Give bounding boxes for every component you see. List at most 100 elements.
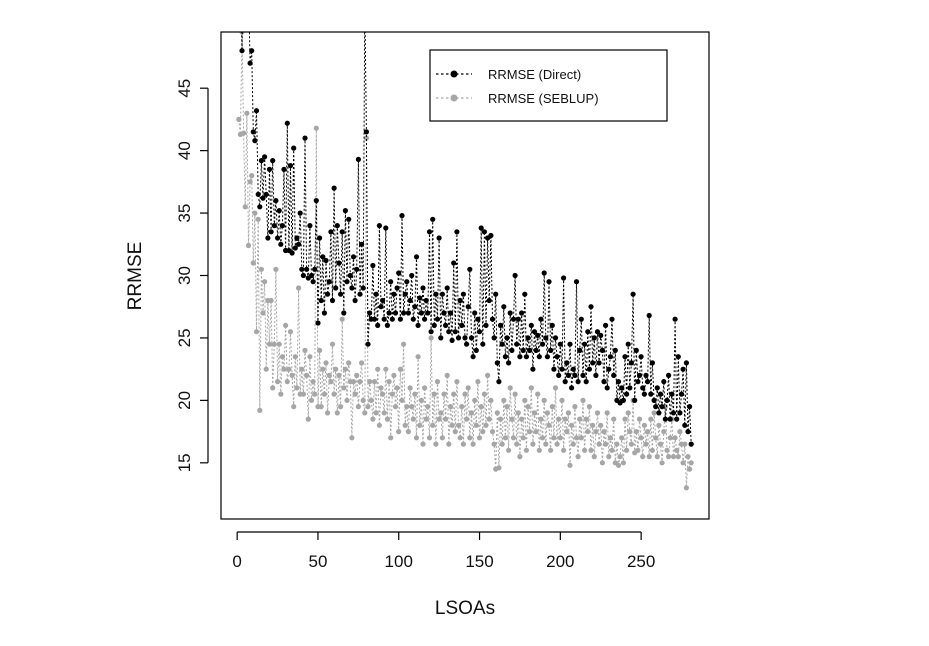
data-point-direct — [480, 341, 486, 347]
x-axis-title: LSOAs — [435, 598, 495, 619]
series-seblup — [236, 32, 694, 491]
data-point-seblup — [255, 216, 261, 222]
plot-frame — [220, 31, 710, 520]
legend-direct-marker — [450, 70, 458, 78]
data-point-seblup — [598, 422, 604, 428]
data-point-seblup — [245, 242, 252, 249]
data-point-direct — [252, 138, 258, 144]
data-point-seblup — [443, 416, 449, 422]
data-point-seblup — [367, 379, 373, 385]
data-point-direct — [425, 310, 431, 316]
data-point-seblup — [460, 441, 466, 447]
data-point-direct — [625, 341, 631, 347]
data-point-seblup — [523, 447, 530, 453]
data-point-direct — [344, 279, 350, 285]
data-point-direct — [640, 385, 646, 391]
data-point-seblup — [425, 404, 431, 410]
data-point-seblup — [551, 435, 557, 441]
data-point-seblup — [296, 285, 302, 291]
data-point-seblup — [325, 410, 331, 416]
data-point-direct — [478, 225, 484, 231]
data-point-seblup — [250, 260, 256, 266]
data-point-direct — [380, 297, 386, 304]
data-point-direct — [451, 260, 457, 266]
data-point-seblup — [646, 454, 652, 460]
data-point-direct — [384, 322, 390, 328]
data-point-seblup — [478, 404, 484, 410]
data-point-direct — [438, 335, 444, 341]
data-point-direct — [512, 272, 518, 279]
data-point-direct — [418, 310, 424, 316]
data-point-direct — [517, 354, 523, 360]
data-point-direct — [493, 291, 499, 297]
data-point-direct — [268, 229, 274, 235]
data-point-seblup — [510, 435, 517, 441]
data-point-direct — [455, 335, 462, 341]
data-point-seblup — [339, 316, 345, 322]
data-point-direct — [333, 285, 339, 291]
data-point-direct — [649, 360, 656, 366]
data-point-seblup — [614, 441, 620, 447]
data-point-direct — [260, 195, 266, 201]
data-point-direct — [603, 322, 609, 328]
data-point-seblup — [467, 435, 473, 441]
data-point-seblup — [391, 372, 397, 378]
data-point-seblup — [475, 379, 481, 385]
data-point-seblup — [244, 110, 250, 116]
data-point-seblup — [459, 404, 465, 410]
data-point-seblup — [488, 397, 494, 403]
data-point-direct — [536, 354, 542, 360]
data-point-seblup — [446, 441, 452, 447]
data-point-seblup — [407, 385, 413, 391]
data-point-direct — [578, 316, 584, 322]
axis-layer: 0 50 100 150 200 250 15 20 25 30 35 40 45 — [175, 79, 655, 571]
data-point-direct — [657, 391, 664, 397]
data-point-seblup — [318, 404, 324, 410]
data-point-seblup — [486, 416, 492, 422]
legend-seblup-label: RRMSE (SEBLUP) — [488, 91, 599, 106]
data-point-seblup — [577, 416, 583, 422]
data-point-direct — [349, 285, 355, 291]
data-point-seblup — [375, 366, 381, 372]
data-point-seblup — [384, 416, 390, 422]
data-point-direct — [583, 379, 589, 385]
data-point-seblup — [580, 397, 586, 403]
data-point-direct — [320, 254, 326, 260]
data-point-seblup — [350, 379, 357, 385]
data-point-seblup — [388, 435, 394, 441]
data-point-seblup — [483, 422, 489, 428]
data-point-seblup — [535, 391, 541, 397]
data-point-direct — [328, 229, 334, 235]
data-point-seblup — [462, 391, 468, 397]
data-point-direct — [656, 410, 662, 416]
data-point-direct — [654, 385, 660, 391]
data-point-seblup — [444, 372, 450, 378]
data-point-seblup — [607, 435, 614, 441]
data-point-direct — [409, 272, 415, 279]
data-point-seblup — [496, 465, 502, 471]
data-point-seblup — [336, 372, 342, 378]
data-point-seblup — [433, 441, 439, 447]
data-point-seblup — [281, 366, 287, 372]
data-point-seblup — [645, 429, 651, 435]
data-point-seblup — [368, 397, 374, 403]
data-point-seblup — [247, 179, 253, 185]
data-point-seblup — [603, 441, 609, 447]
data-point-seblup — [401, 341, 407, 347]
data-point-direct — [645, 379, 651, 385]
data-point-seblup — [271, 341, 277, 347]
data-point-direct — [661, 379, 667, 385]
data-point-seblup — [394, 385, 400, 391]
data-point-direct — [674, 416, 680, 422]
data-point-seblup — [418, 397, 424, 403]
data-point-direct — [594, 329, 601, 335]
data-point-seblup — [570, 441, 576, 447]
data-point-seblup — [549, 404, 555, 410]
data-point-seblup — [615, 462, 622, 468]
data-point-seblup — [582, 447, 588, 453]
data-point-direct — [643, 372, 649, 378]
data-point-seblup — [381, 410, 387, 416]
data-point-seblup — [454, 379, 460, 385]
data-point-direct — [336, 260, 342, 266]
data-point-direct — [533, 347, 539, 353]
